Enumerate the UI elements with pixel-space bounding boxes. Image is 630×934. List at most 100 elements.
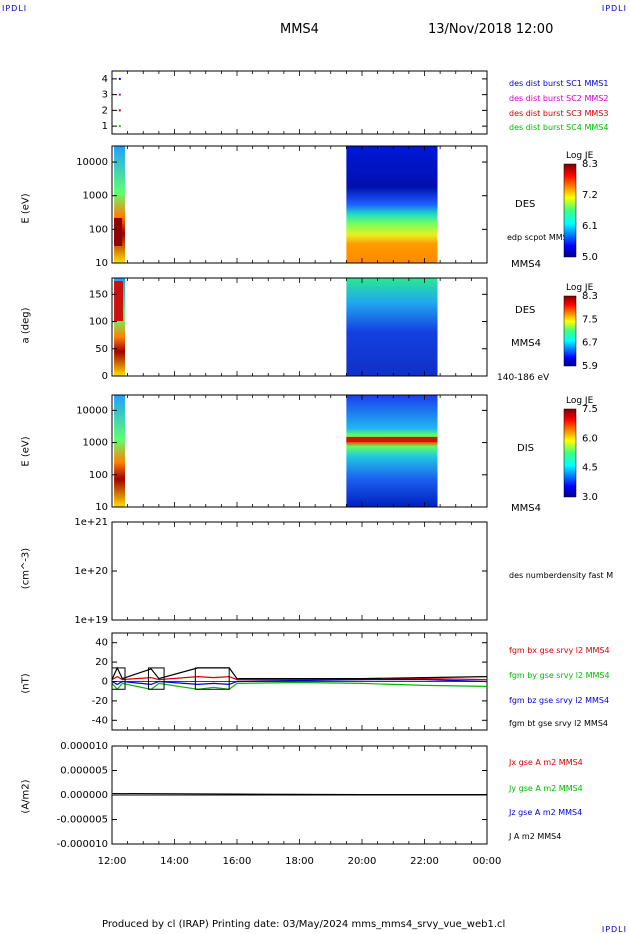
burst-point <box>118 93 121 96</box>
des-e-colorbar-label: 7.2 <box>582 190 598 201</box>
des-pa-colorbar <box>563 295 577 367</box>
des-pa-colorbar-label: 7.5 <box>582 314 598 325</box>
dis-e-sc: MMS4 <box>511 503 541 514</box>
time-tick-label: 18:00 <box>285 856 314 867</box>
des-pa-heatmap-main <box>346 278 438 376</box>
j-legend-y: Jy gse A m2 MMS4 <box>509 784 583 793</box>
des-pa-ytick-label: 0 <box>102 371 108 382</box>
burst-ytick-label: 1 <box>102 121 108 132</box>
dis-e-colorbar-label: 7.5 <box>582 404 598 415</box>
cb2-title: Log JE <box>566 283 594 293</box>
des-e-heatmap-main <box>346 146 438 263</box>
j-legend-x: Jx gse A m2 MMS4 <box>509 758 583 767</box>
burst-ytick-label: 3 <box>102 90 108 101</box>
des-pa-heatmap-early <box>114 278 126 376</box>
density-ytick-label: 1e+19 <box>74 615 108 626</box>
bfield-ytick-label: 0 <box>102 677 108 688</box>
current-ytick-label: 0.000000 <box>60 790 108 801</box>
des-e-ytick-label: 100 <box>89 224 108 235</box>
time-tick-label: 16:00 <box>223 856 252 867</box>
dis-band <box>346 437 438 442</box>
des-e-colorbar <box>563 163 577 258</box>
burst-legend-2: des dist burst SC2 MMS2 <box>509 94 609 103</box>
des-pa-range: 140-186 eV <box>497 373 550 383</box>
cb1-title: Log JE <box>566 151 594 161</box>
dis-e-species: DIS <box>517 443 534 454</box>
density-legend: des numberdensity fast M <box>509 571 614 580</box>
dis-e-ytick-label: 10000 <box>76 405 108 416</box>
des-pa-species: DES <box>515 305 536 316</box>
time-tick-label: 22:00 <box>410 856 439 867</box>
des-e-sub: edp scpot MMS4 <box>507 233 573 242</box>
des-pa-ytick-label: 150 <box>89 289 108 300</box>
dis-e-colorbar-label: 6.0 <box>582 433 598 444</box>
burst-legend-1: des dist burst SC1 MMS1 <box>509 79 609 88</box>
des-e-heatmap-early <box>114 146 126 263</box>
des-e-core <box>114 218 123 246</box>
bfield-series-2 <box>111 678 488 686</box>
dis-e-heatmap-early <box>114 395 126 507</box>
burst-point <box>118 109 121 112</box>
bfield-ytick-label: 40 <box>95 638 108 649</box>
dis-e-colorbar <box>563 408 577 498</box>
des-e-colorbar-label: 8.3 <box>582 159 598 170</box>
bfield-ytick-label: 20 <box>95 657 108 668</box>
current-ytick-label: -0.000005 <box>57 815 108 826</box>
burst-point <box>118 77 121 80</box>
dis-e-colorbar-label: 4.5 <box>582 463 598 474</box>
des-e-ytick-label: 1000 <box>83 191 108 202</box>
b-legend-z: fgm bz gse srvy l2 MMS4 <box>509 696 610 705</box>
date-title: 13/Nov/2018 12:00 <box>428 22 554 37</box>
bfield-series-1 <box>111 681 488 691</box>
des-pa-colorbar-label: 6.7 <box>582 338 598 349</box>
burst-ytick-label: 4 <box>102 74 108 85</box>
current-ytick-label: 0.000005 <box>60 766 108 777</box>
b-legend-t: fgm bt gse srvy l2 MMS4 <box>509 719 608 728</box>
burst-ytick-label: 2 <box>102 105 108 116</box>
density-ytick-label: 1e+20 <box>74 566 108 577</box>
bfield-series-3 <box>111 666 488 680</box>
dis-e-ytick-label: 1000 <box>83 438 108 449</box>
spacecraft-title: MMS4 <box>280 22 319 37</box>
burst-legend-3: des dist burst SC3 MMS3 <box>509 109 609 118</box>
des-e-ytick-label: 10000 <box>76 157 108 168</box>
current-ytick-label: -0.000010 <box>57 839 108 850</box>
j-legend-z: Jz gse A m2 MMS4 <box>509 808 583 817</box>
des-e-sc: MMS4 <box>511 259 541 270</box>
des-pa-ytick-label: 100 <box>89 317 108 328</box>
dis-e-ytick-label: 100 <box>89 470 108 481</box>
corner-tag-left: IPDLI <box>2 4 28 13</box>
current-series <box>111 793 487 795</box>
bfield-ytick-label: -40 <box>92 715 108 726</box>
b-legend-y: fgm by gse srvy l2 MMS4 <box>509 671 610 680</box>
dis-e-heatmap-main <box>346 395 438 507</box>
j-legend-total: J A m2 MMS4 <box>509 832 562 841</box>
cb3-title: Log JE <box>566 396 594 406</box>
des-pa-colorbar-label: 5.9 <box>582 361 598 372</box>
burst-point <box>118 125 121 128</box>
bfield-ytick-label: -20 <box>92 696 108 707</box>
des-pa-core <box>114 281 124 321</box>
time-tick-label: 14:00 <box>160 856 189 867</box>
des-e-colorbar-label: 6.1 <box>582 221 598 232</box>
b-legend-x: fgm bx gse srvy l2 MMS4 <box>509 646 610 655</box>
bfield-burst-0 <box>111 667 126 690</box>
bfield-burst-2 <box>194 667 230 690</box>
corner-tag-right: IPDLI <box>601 4 627 13</box>
des-e-species: DES <box>515 199 536 210</box>
des-e-ytick-label: 10 <box>95 258 108 269</box>
time-tick-label: 20:00 <box>348 856 377 867</box>
frame-burst <box>111 70 488 135</box>
footer-text: Produced by cl (IRAP) Printing date: 03/… <box>102 919 506 930</box>
density-ytick-label: 1e+21 <box>74 517 108 528</box>
current-ytick-label: 0.000010 <box>60 741 108 752</box>
des-pa-sc: MMS4 <box>511 338 541 349</box>
frame-density <box>111 521 488 621</box>
burst-legend-4: des dist burst SC4 MMS4 <box>509 123 609 132</box>
dis-e-colorbar-label: 3.0 <box>582 492 598 503</box>
des-pa-colorbar-label: 8.3 <box>582 291 598 302</box>
time-tick-label: 12:00 <box>98 856 127 867</box>
des-pa-ytick-label: 50 <box>95 344 108 355</box>
bfield-burst-1 <box>147 667 165 690</box>
